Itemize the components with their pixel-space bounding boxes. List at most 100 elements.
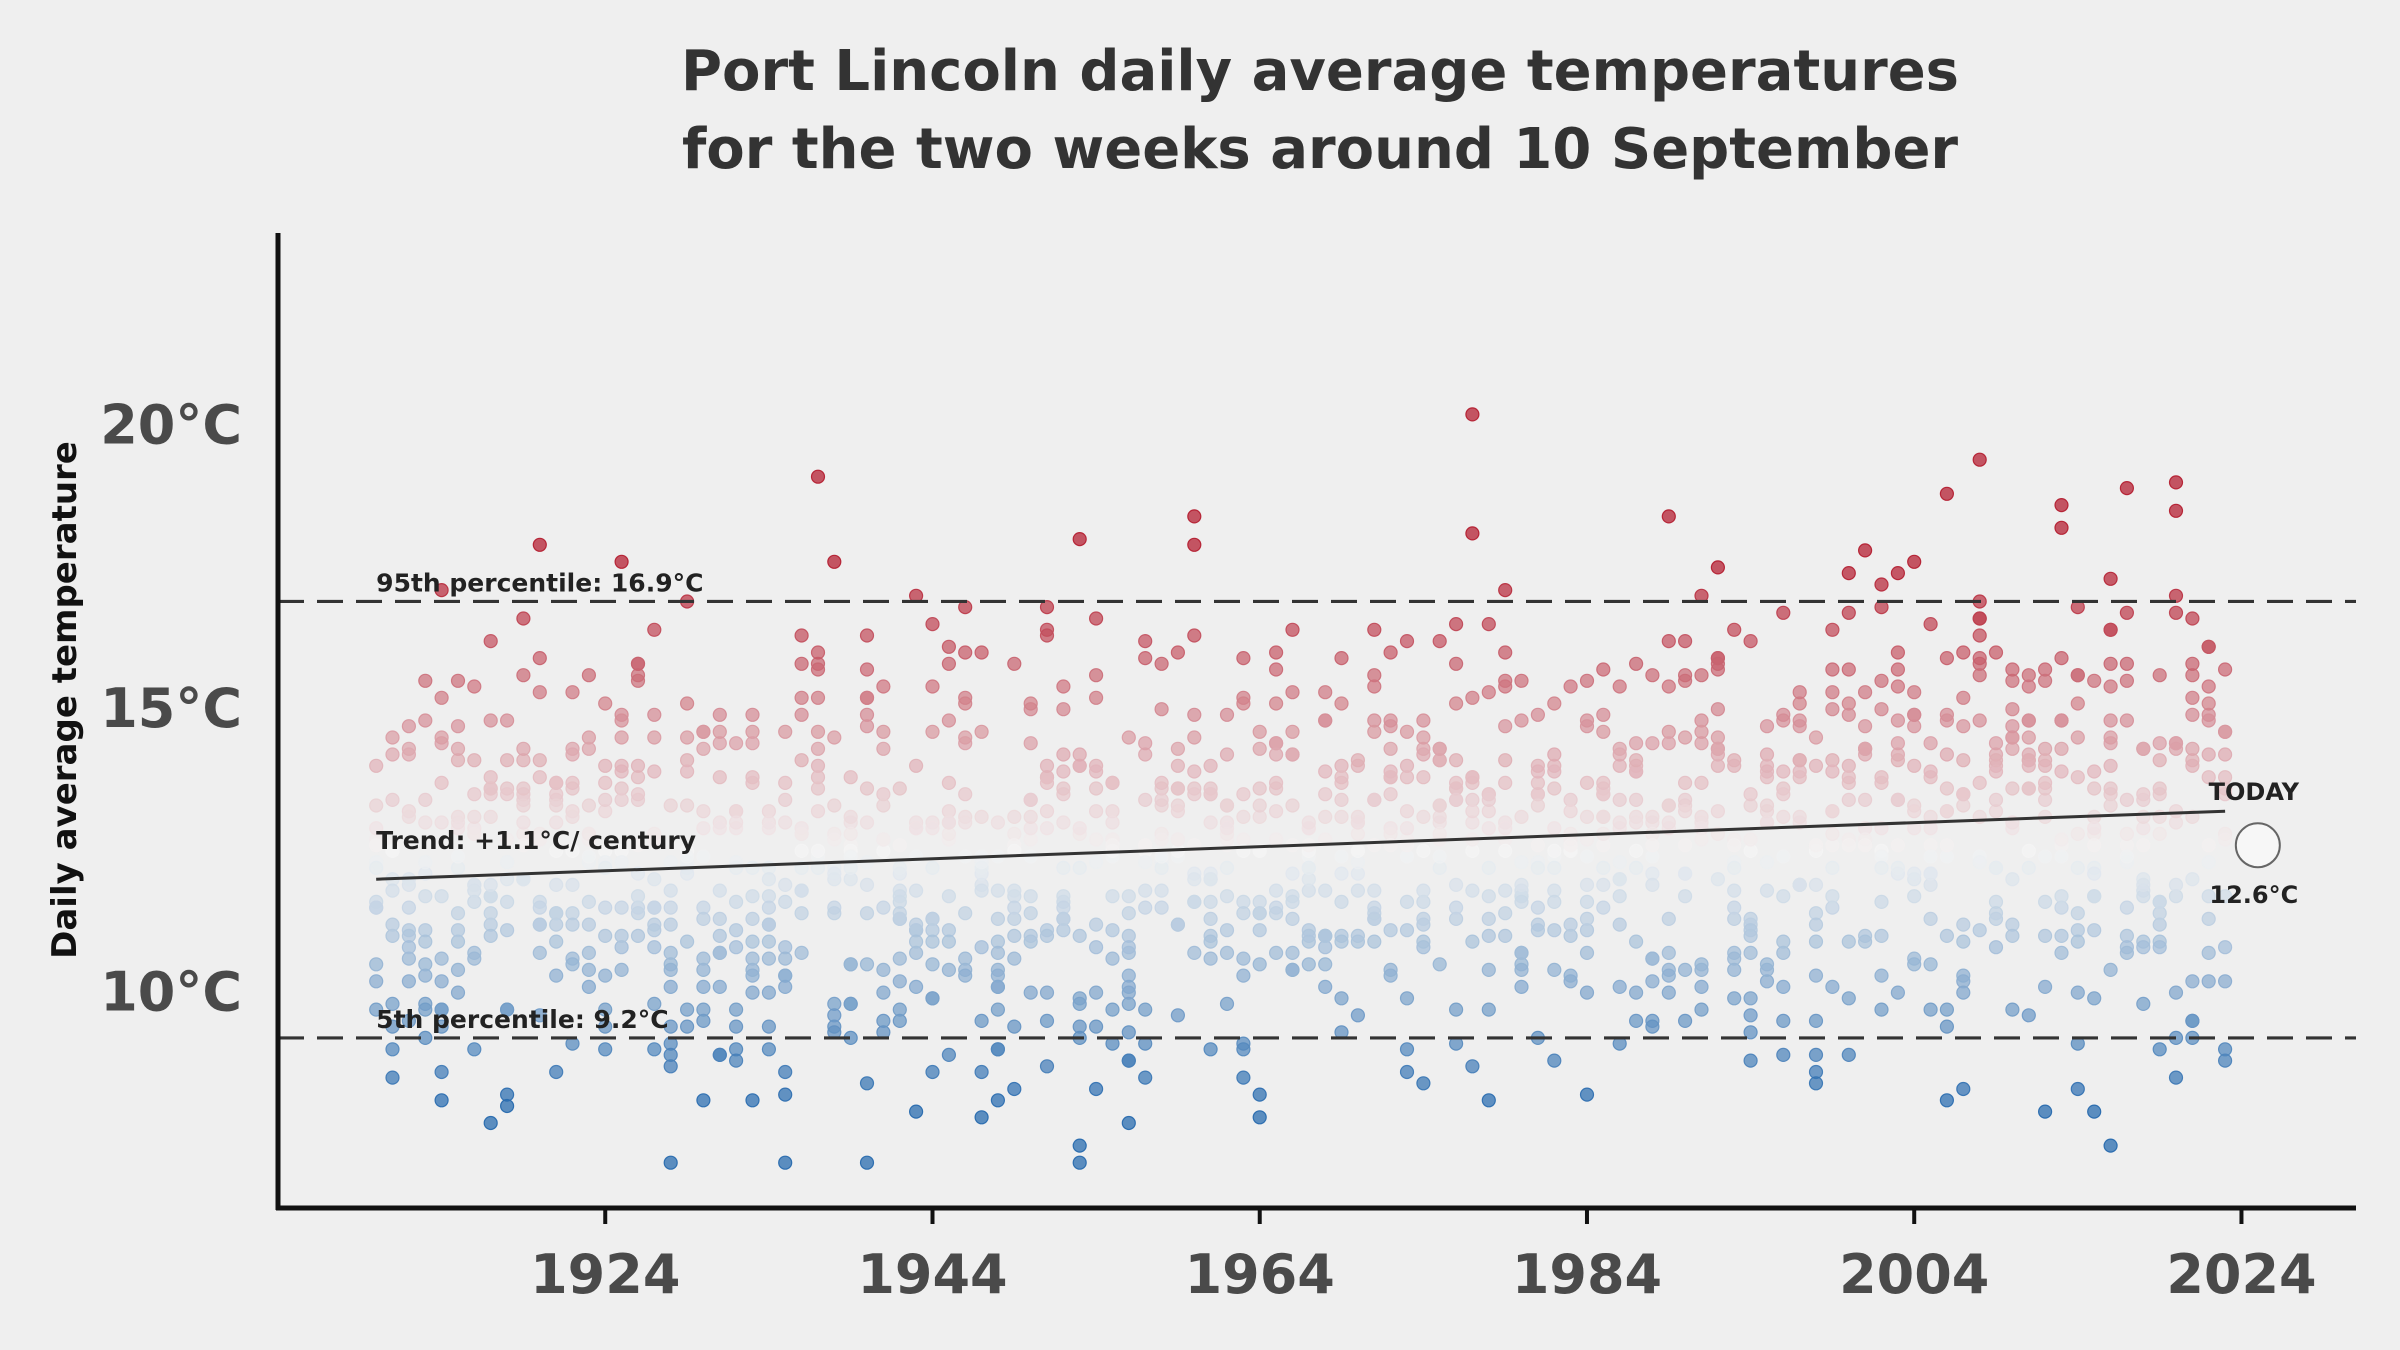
data-point [696, 741, 711, 756]
x-tick-label: 2004 [1839, 1243, 1989, 1306]
data-point [1105, 838, 1120, 853]
data-point [1448, 792, 1464, 808]
data-point [859, 781, 875, 796]
data-point [810, 469, 826, 484]
data-point [1170, 741, 1186, 756]
data-point [794, 690, 809, 705]
data-point [614, 928, 629, 944]
data-point [1285, 685, 1300, 700]
data-point [876, 741, 891, 756]
data-point [2218, 662, 2233, 677]
data-point [647, 707, 662, 722]
data-point [1072, 1155, 1087, 1170]
data-point [1890, 679, 1906, 694]
data-point [1874, 928, 1889, 944]
data-point [1677, 838, 1693, 853]
data-point [1203, 894, 1218, 910]
data-point [1219, 798, 1235, 813]
data-point [1105, 923, 1120, 938]
data-point [385, 1019, 400, 1034]
data-point [1219, 747, 1235, 762]
data-point [1792, 685, 1807, 700]
data-point [1236, 951, 1251, 966]
data-point [1727, 883, 1742, 898]
data-point [1563, 679, 1578, 694]
data-point [974, 645, 989, 660]
data-point [647, 900, 662, 915]
data-point [2087, 889, 2102, 904]
data-point [1416, 730, 1431, 745]
data-point [1874, 894, 1889, 910]
data-point [1481, 1093, 1496, 1108]
data-point [778, 775, 793, 791]
data-point [974, 1013, 989, 1029]
data-point [1530, 860, 1546, 876]
data-point [1939, 1093, 1955, 1108]
data-point [1039, 1013, 1055, 1029]
data-point [483, 1115, 498, 1131]
data-point [761, 934, 777, 949]
data-point [925, 1064, 940, 1080]
data-point [1187, 730, 1202, 745]
data-point [1579, 1087, 1595, 1102]
data-point [1579, 894, 1595, 910]
data-point [1727, 860, 1742, 876]
data-point [1677, 962, 1693, 978]
data-point [1039, 775, 1055, 791]
data-point [1612, 889, 1627, 904]
data-point [647, 1042, 662, 1057]
data-point [1268, 945, 1284, 961]
data-point [1138, 650, 1153, 666]
data-point [1645, 1019, 1660, 1034]
data-point [1138, 1002, 1153, 1017]
data-point [974, 883, 989, 898]
data-point [467, 679, 482, 694]
data-point [2005, 928, 2020, 944]
data-point [761, 821, 777, 836]
data-point [1972, 855, 1987, 870]
data-point [467, 826, 482, 842]
data-point [516, 838, 531, 853]
data-point [1448, 656, 1464, 671]
data-point [1072, 860, 1087, 876]
data-point [1972, 713, 1987, 728]
data-point [581, 668, 597, 683]
data-point [1956, 690, 1971, 705]
data-point [1710, 560, 1726, 575]
data-point [630, 656, 646, 671]
data-point [1416, 934, 1431, 949]
data-point [1743, 923, 1758, 938]
data-point [1727, 622, 1742, 637]
data-point [385, 843, 400, 859]
data-point [1792, 877, 1807, 893]
data-point [2119, 673, 2134, 688]
data-point [1350, 928, 1366, 944]
data-point [1661, 679, 1676, 694]
data-point [1285, 894, 1300, 910]
data-point [859, 815, 875, 830]
data-point [1825, 685, 1840, 700]
data-point [876, 962, 891, 978]
data-point [1808, 934, 1824, 949]
data-point [1530, 923, 1546, 938]
data-point [1416, 747, 1431, 762]
data-point [2021, 860, 2036, 876]
data-point [2070, 770, 2085, 785]
data-point [958, 696, 973, 711]
data-point [581, 798, 597, 813]
data-point [2168, 804, 2184, 819]
data-point [401, 974, 416, 989]
data-point [745, 934, 760, 949]
data-point [1285, 747, 1300, 762]
data-point [1939, 781, 1955, 796]
data-point [2054, 889, 2069, 904]
data-point [1481, 962, 1496, 978]
data-point [1498, 719, 1513, 734]
data-point [794, 945, 809, 961]
data-point [990, 945, 1006, 961]
data-point [647, 764, 662, 779]
data-point [1972, 650, 1987, 666]
data-point [2087, 838, 2102, 853]
data-point [1236, 1070, 1251, 1085]
data-point [1367, 934, 1382, 949]
